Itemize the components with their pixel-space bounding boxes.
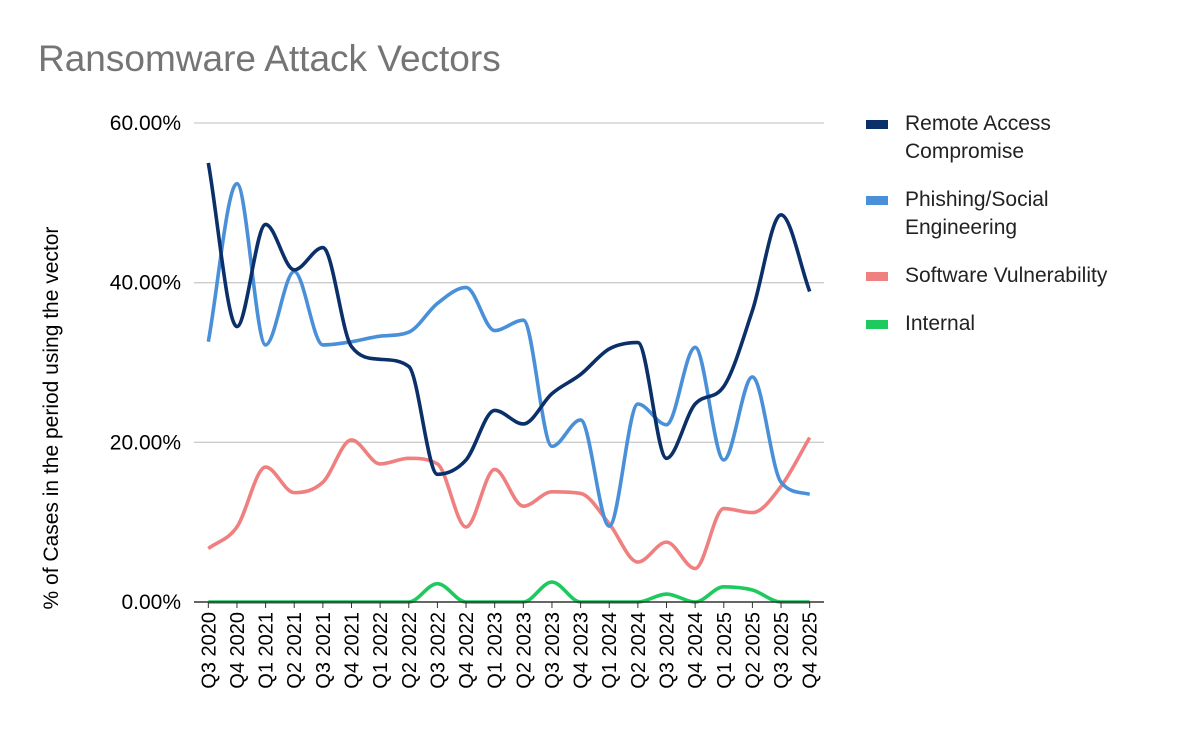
x-tick-label: Q2 2021 [284,612,306,689]
y-axis-label: % of Cases in the period using the vecto… [40,226,63,610]
x-tick-label: Q1 2025 [714,612,736,689]
chart-title: Ransomware Attack Vectors [38,38,501,79]
x-tick-label: Q2 2023 [513,612,535,689]
legend-label: Remote Access Compromise [905,112,1051,163]
legend-item-software-vulnerability[interactable]: Software Vulnerability [862,262,1182,290]
x-tick-label: Q2 2022 [399,612,421,689]
legend-swatch [866,196,888,205]
legend-swatch [866,120,888,129]
legend-swatch [866,272,888,281]
x-tick-label: Q4 2021 [342,612,364,689]
x-tick-label: Q4 2025 [800,612,822,689]
x-tick-label: Q1 2023 [485,612,507,689]
series-line-internal [208,580,810,604]
legend-swatch [866,320,888,329]
x-tick-label: Q3 2023 [542,612,564,689]
x-tick-label: Q3 2021 [313,612,335,689]
y-tick-label: 20.00% [110,431,181,454]
x-tick-label: Q2 2024 [628,612,650,689]
series-line-remote-access-compromise [206,162,812,477]
y-tick-label: 40.00% [110,272,181,295]
x-tick-label: Q1 2022 [370,612,392,689]
legend-label: Software Vulnerability [905,264,1108,287]
x-tick-label: Q3 2022 [427,612,449,689]
x-tick-label: Q1 2021 [256,612,278,689]
x-tick-label: Q4 2023 [571,612,593,689]
legend-item-remote-access[interactable]: Remote Access Compromise [862,110,1182,166]
series-line-phishing-social-engineering [206,181,811,528]
legend-item-internal[interactable]: Internal [862,310,1182,338]
x-tick-label: Q2 2025 [742,612,764,689]
x-tick-label: Q1 2024 [599,612,621,689]
y-tick-label: 60.00% [110,112,181,135]
x-tick-label: Q3 2025 [771,612,793,689]
y-tick-label: 0.00% [121,591,181,614]
x-tick-label: Q4 2020 [227,612,249,689]
x-tick-label: Q4 2024 [685,612,707,689]
legend: Remote Access Compromise Phishing/Social… [862,110,1182,358]
x-tick-label: Q4 2022 [456,612,478,689]
legend-item-phishing[interactable]: Phishing/Social Engineering [862,186,1182,242]
series-line-software-vulnerability [207,436,812,571]
x-tick-label: Q3 2024 [657,612,679,689]
legend-label: Internal [905,312,976,335]
x-tick-label: Q3 2020 [198,612,220,689]
legend-label: Phishing/Social Engineering [905,188,1049,239]
